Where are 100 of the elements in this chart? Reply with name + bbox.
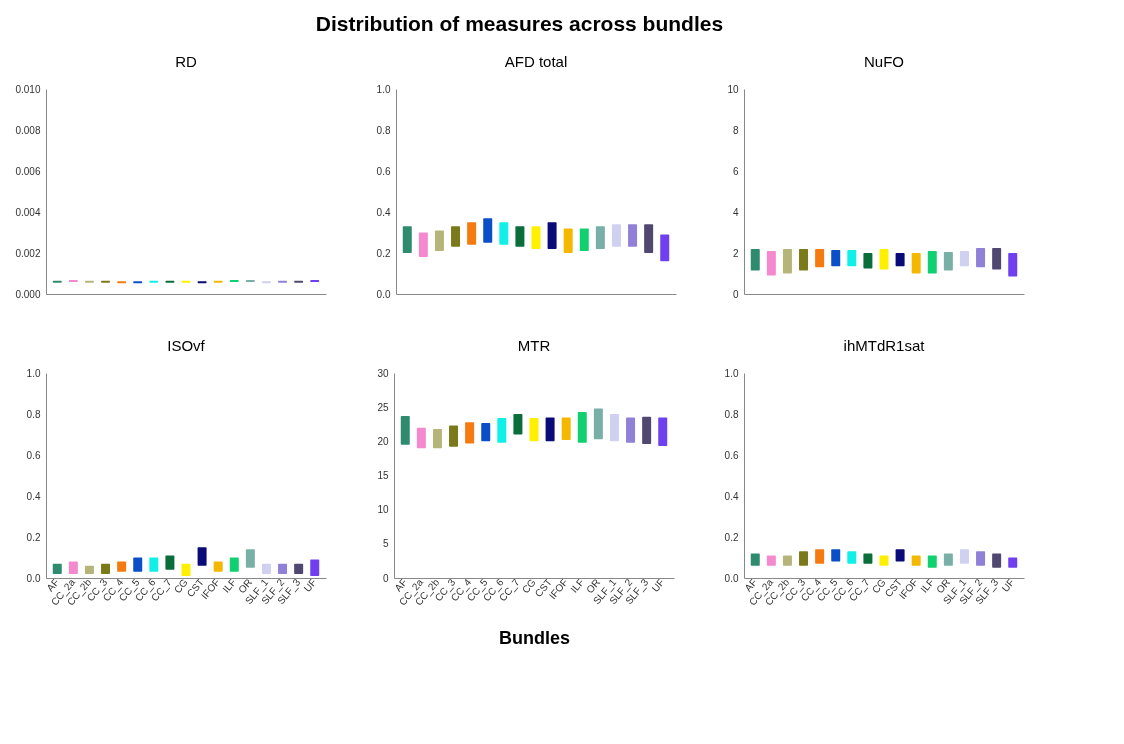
- bar: [593, 408, 603, 440]
- x-tick-label: UF: [999, 576, 1017, 594]
- x-axis-title: Bundles: [498, 627, 571, 648]
- bar: [815, 549, 825, 564]
- chart-title: AFD total: [504, 53, 568, 70]
- bar: [782, 555, 792, 566]
- chart-title: ISOvf: [167, 337, 206, 354]
- bar: [515, 226, 525, 247]
- x-tick-label: ILF: [220, 576, 239, 595]
- bar: [68, 561, 78, 574]
- bar: [895, 549, 905, 562]
- x-tick-label: ILF: [568, 576, 587, 595]
- bar: [513, 414, 523, 435]
- bar: [831, 549, 841, 562]
- y-tick-label: 1.0: [26, 367, 41, 379]
- bar: [84, 565, 94, 574]
- y-tick-label: 10: [727, 83, 739, 95]
- y-tick-label: 30: [377, 367, 389, 379]
- y-tick-label: 6: [732, 165, 739, 177]
- y-tick-label: 15: [377, 470, 389, 481]
- bar: [465, 422, 475, 444]
- bar: [545, 417, 555, 442]
- y-tick-label: 1.0: [724, 367, 739, 379]
- bar: [261, 563, 271, 574]
- bar: [1008, 557, 1018, 568]
- bar: [481, 422, 491, 442]
- bar: [642, 416, 652, 445]
- y-tick-label: 0.8: [724, 408, 739, 420]
- bar: [418, 232, 428, 258]
- bar: [149, 557, 159, 572]
- y-tick-label: 4: [732, 206, 739, 218]
- bar: [911, 555, 921, 566]
- chart-title: ihMTdR1sat: [843, 337, 926, 354]
- y-tick-label: 0.8: [376, 124, 391, 136]
- bar: [959, 549, 969, 564]
- bar: [577, 411, 587, 443]
- y-tick-label: 0.2: [724, 531, 739, 543]
- bar: [750, 553, 760, 566]
- y-tick-label: 10: [377, 504, 389, 516]
- y-tick-label: 0.2: [26, 531, 41, 543]
- y-tick-label: 0.000: [15, 288, 41, 300]
- y-tick-label: 0: [382, 572, 389, 584]
- bar: [52, 563, 62, 574]
- y-tick-label: 1.0: [376, 83, 391, 95]
- bar: [644, 224, 654, 253]
- y-tick-label: 0.0: [376, 288, 391, 300]
- y-tick-label: 0.010: [15, 83, 41, 95]
- y-tick-label: 25: [377, 401, 389, 413]
- chart-title: MTR: [517, 337, 551, 354]
- y-tick-label: 0.006: [15, 165, 41, 177]
- bar: [451, 226, 461, 247]
- bar: [101, 563, 111, 574]
- y-tick-label: 0.2: [376, 247, 391, 259]
- bar: [879, 555, 889, 566]
- bar: [181, 563, 191, 576]
- y-tick-label: 8: [732, 124, 739, 136]
- bar: [434, 230, 444, 251]
- bar: [847, 551, 857, 564]
- y-tick-label: 0.008: [15, 124, 41, 136]
- bar: [626, 417, 636, 443]
- bar: [310, 559, 320, 576]
- bar: [133, 557, 143, 572]
- x-tick-label: ILF: [918, 576, 937, 595]
- bar: [992, 553, 1002, 568]
- bar: [579, 228, 589, 251]
- bar: [197, 547, 207, 566]
- bar: [449, 425, 459, 447]
- bar: [400, 416, 410, 445]
- bar: [943, 553, 953, 566]
- y-tick-label: 0.6: [376, 165, 391, 177]
- bar: [547, 222, 557, 249]
- bar: [278, 563, 288, 574]
- bar: [561, 417, 571, 440]
- y-tick-label: 0.6: [26, 449, 41, 461]
- bar: [432, 429, 442, 449]
- y-tick-label: 0.0: [724, 572, 739, 584]
- chart-title: RD: [175, 53, 197, 70]
- bar: [563, 228, 573, 253]
- y-tick-label: 2: [732, 247, 739, 259]
- bar: [863, 553, 873, 564]
- bar: [497, 418, 507, 443]
- y-tick-label: 5: [382, 538, 389, 550]
- bar: [927, 555, 937, 568]
- y-tick-label: 0.0: [26, 572, 41, 584]
- bar: [595, 226, 605, 249]
- bar: [609, 414, 619, 442]
- bar: [611, 224, 621, 247]
- y-tick-label: 0.002: [15, 247, 41, 259]
- y-tick-label: 20: [377, 435, 389, 447]
- bar: [467, 222, 477, 245]
- bar: [660, 234, 670, 262]
- bar: [628, 224, 638, 247]
- y-tick-label: 0.4: [724, 490, 739, 502]
- chart-title: NuFO: [863, 53, 905, 70]
- bar: [799, 551, 809, 566]
- bar: [976, 551, 986, 566]
- y-tick-label: 0: [732, 288, 739, 300]
- y-tick-label: 0.004: [15, 206, 41, 218]
- bar: [416, 427, 426, 449]
- y-tick-label: 0.8: [26, 408, 41, 420]
